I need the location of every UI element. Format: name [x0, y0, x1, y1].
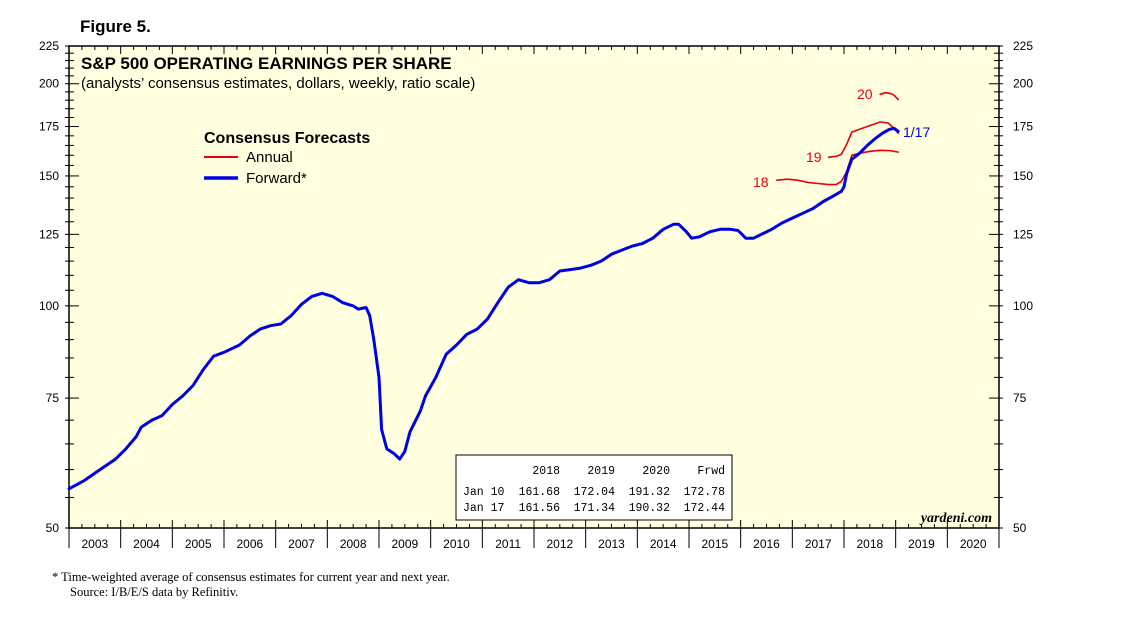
y-tick-label: 100 — [1013, 299, 1033, 313]
table-cell: 172.44 — [684, 502, 726, 515]
brand-watermark: yardeni.com — [919, 511, 992, 526]
x-tick-label: 2018 — [856, 537, 883, 551]
y-tick-label: 75 — [1013, 391, 1027, 405]
series-line-annual-2018 — [776, 149, 899, 186]
annotation-20: 20 — [857, 86, 873, 102]
x-tick-label: 2011 — [495, 537, 521, 551]
y-axis-right: 50 75 100 125 150 175 200 225 — [989, 39, 1033, 535]
x-tick-label: 2013 — [598, 537, 625, 551]
series-line-forward — [67, 126, 900, 491]
x-tick-label: 2009 — [391, 537, 418, 551]
table-cell: 190.32 — [629, 502, 671, 515]
footnote: * Time-weighted average of consensus est… — [52, 570, 450, 584]
plot-area — [68, 45, 1000, 529]
y-tick-label: 175 — [39, 120, 59, 134]
annotation-latest-date: 1/17 — [903, 124, 930, 140]
table-cell: 172.78 — [684, 486, 726, 499]
y-tick-label: 100 — [39, 299, 59, 313]
series-layer — [67, 91, 900, 491]
x-tick-label: 2004 — [133, 537, 160, 551]
figure-label: Figure 5. — [80, 17, 151, 36]
annotation-19: 19 — [806, 149, 822, 165]
annotation-18: 18 — [753, 174, 769, 190]
y-tick-label: 125 — [39, 227, 59, 241]
y-tick-label: 225 — [39, 39, 59, 53]
x-tick-label: 2016 — [753, 537, 780, 551]
y-tick-label: 200 — [1013, 77, 1033, 91]
legend-label-annual: Annual — [246, 149, 293, 166]
y-tick-label: 50 — [1013, 521, 1027, 535]
x-tick-label: 2005 — [185, 537, 212, 551]
x-tick-label: 2007 — [288, 537, 315, 551]
table-cell: 161.68 — [519, 486, 561, 499]
x-tick-label: 2003 — [81, 537, 108, 551]
series-line-annual-2020 — [879, 91, 899, 101]
y-tick-label: 125 — [1013, 227, 1033, 241]
data-table-box — [455, 454, 733, 521]
y-tick-label: 150 — [1013, 169, 1033, 183]
x-tick-label: 2008 — [340, 537, 367, 551]
x-tick-label: 2015 — [701, 537, 728, 551]
y-tick-label: 175 — [1013, 120, 1033, 134]
y-tick-label: 50 — [46, 521, 60, 535]
chart-title: S&P 500 OPERATING EARNINGS PER SHARE — [81, 54, 452, 73]
x-tick-label: 2010 — [443, 537, 470, 551]
legend: Consensus Forecasts Annual Forward* — [204, 130, 370, 187]
x-tick-label: 2017 — [805, 537, 832, 551]
table-row-label: Jan 10 — [463, 486, 505, 499]
table-header-2018: 2018 — [532, 465, 560, 478]
data-table: 2018 2019 2020 Frwd Jan 10 161.68 172.04… — [455, 454, 733, 521]
x-tick-label: 2012 — [546, 537, 573, 551]
x-tick-label: 2019 — [908, 537, 935, 551]
y-tick-label: 75 — [46, 391, 60, 405]
legend-title: Consensus Forecasts — [204, 130, 370, 147]
source-note: Source: I/B/E/S data by Refinitiv. — [70, 585, 239, 599]
table-header-2019: 2019 — [587, 465, 615, 478]
y-tick-label: 150 — [39, 169, 59, 183]
legend-label-forward: Forward* — [246, 170, 307, 187]
chart-subtitle: (analysts’ consensus estimates, dollars,… — [81, 75, 475, 92]
x-tick-label: 2014 — [650, 537, 677, 551]
y-tick-label: 200 — [39, 77, 59, 91]
table-header-2020: 2020 — [642, 465, 670, 478]
series-line-annual-2019 — [827, 121, 899, 159]
y-tick-label: 225 — [1013, 39, 1033, 53]
table-cell: 191.32 — [629, 486, 671, 499]
x-axis: 2003 2004 2005 2006 2007 2008 2009 2010 2011 2012… — [68, 46, 1000, 551]
x-tick-label: 2006 — [236, 537, 263, 551]
table-header-frwd: Frwd — [697, 465, 725, 478]
x-tick-label: 2020 — [960, 537, 987, 551]
table-cell: 171.34 — [574, 502, 616, 515]
table-cell: 172.04 — [574, 486, 616, 499]
table-cell: 161.56 — [519, 502, 561, 515]
table-row-label: Jan 17 — [463, 502, 504, 515]
y-axis-left: 50 75 100 125 150 175 200 225 — [39, 39, 79, 535]
